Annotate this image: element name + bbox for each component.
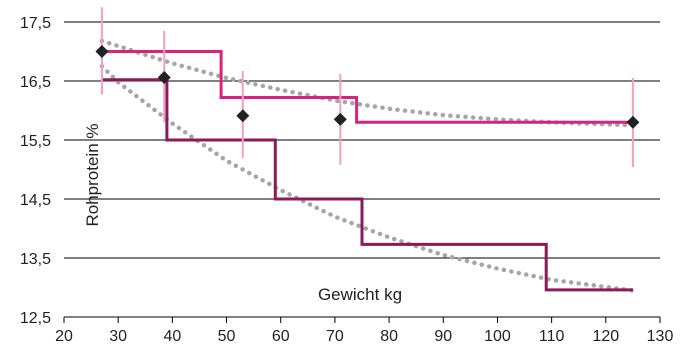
- data-point: [333, 112, 347, 126]
- data-point: [626, 115, 640, 129]
- x-tick-label: 90: [434, 328, 452, 345]
- x-tick-label: 100: [484, 328, 511, 345]
- data-point: [95, 45, 109, 58]
- trend-line: [99, 38, 636, 128]
- x-tick-label: 50: [218, 328, 236, 345]
- trend-line: [99, 64, 636, 293]
- x-tick-label: 80: [380, 328, 398, 345]
- series-layer: [95, 7, 640, 293]
- x-tick-label: 60: [272, 328, 290, 345]
- y-tick-label: 16,5: [20, 74, 51, 91]
- y-tick-label: 12,5: [20, 310, 51, 327]
- axes: [63, 316, 661, 323]
- x-tick-label: 30: [109, 328, 127, 345]
- x-tick-label: 130: [647, 328, 674, 345]
- y-axis-label: Rohprotein %: [83, 123, 102, 226]
- step-line: [101, 78, 633, 292]
- y-tick-label: 14,5: [20, 192, 51, 209]
- x-tick-label: 110: [539, 328, 565, 345]
- y-tick-label: 15,5: [20, 133, 51, 150]
- data-point: [157, 70, 171, 84]
- tick-labels: 12,5 13,5 14,5 15,5 16,5 17,5 20 30 40 50 60 70 80 90…: [20, 15, 674, 345]
- y-tick-label: 17,5: [20, 15, 51, 32]
- x-tick-label: 70: [326, 328, 344, 345]
- x-axis-label: Gewicht kg: [318, 285, 402, 304]
- data-point: [236, 109, 250, 123]
- x-tick-label: 120: [592, 328, 619, 345]
- y-tick-label: 13,5: [20, 251, 51, 268]
- x-tick-label: 40: [163, 328, 181, 345]
- x-tick-label: 20: [55, 328, 73, 345]
- step-line: [101, 50, 633, 124]
